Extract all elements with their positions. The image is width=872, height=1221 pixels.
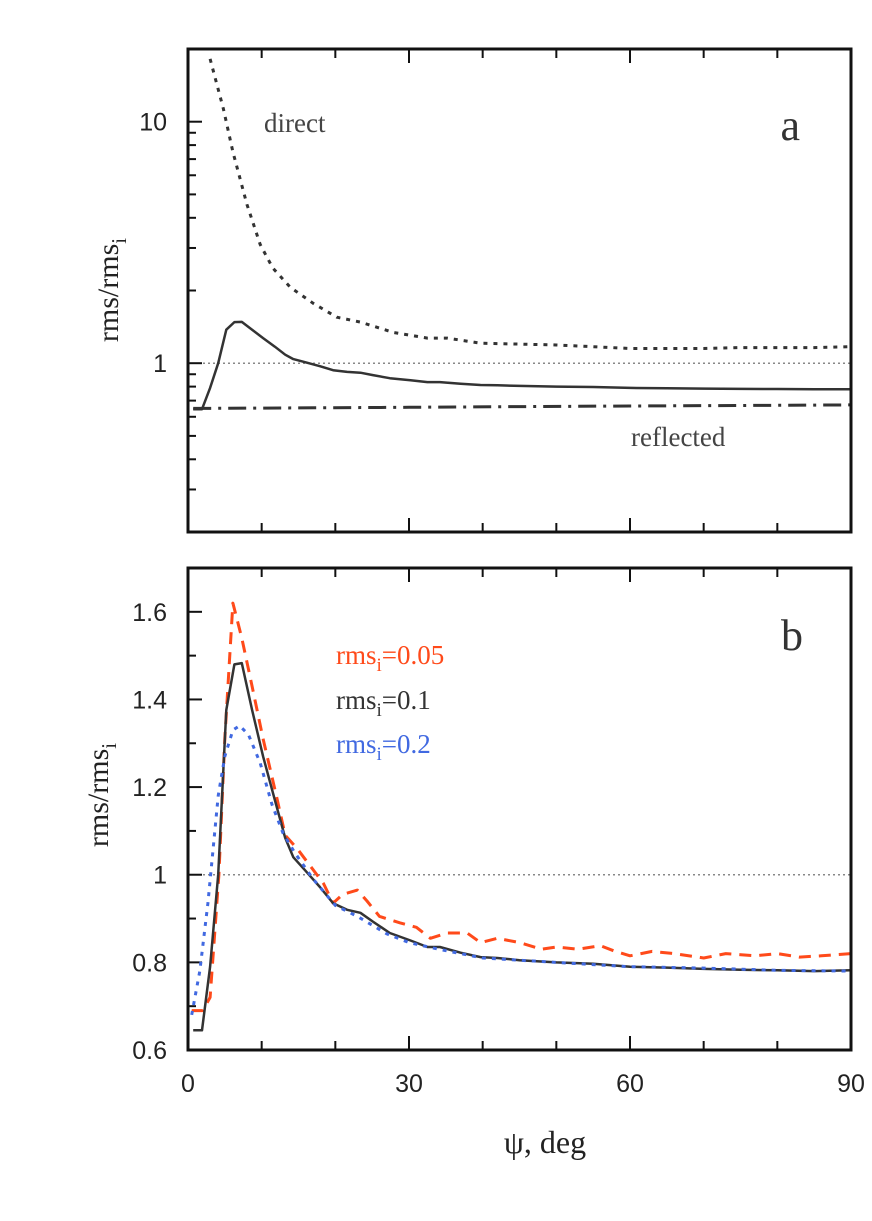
y-tick-label: 1	[153, 862, 167, 890]
panel-a-label: a	[780, 101, 800, 150]
x-tick-label: 0	[181, 1070, 195, 1098]
panel-b: 0.6 0.8 1 1.2 1.4 1.6 0 30 60 90 b rms/rmsi ψ, de…	[82, 566, 865, 1160]
y-tick-label: 0.6	[132, 1037, 167, 1065]
y-tick-label: 1.2	[132, 774, 167, 802]
legend-entry-0.1: rmsi=0.1	[336, 685, 431, 721]
y-tick-label: 1.4	[132, 686, 167, 714]
y-label-main: rms/rms	[92, 244, 125, 342]
reflected-annotation: reflected	[631, 422, 726, 452]
y-tick-label: 0.8	[132, 949, 167, 977]
panel-b-frame	[186, 566, 853, 1052]
legend-entry-0.2: rmsi=0.2	[336, 729, 431, 765]
y-tick-label: 1.6	[132, 599, 167, 627]
series-0.1-line	[193, 661, 852, 1032]
x-tick-label: 30	[395, 1070, 423, 1098]
y-label-subscript: i	[97, 743, 121, 749]
direct-annotation: direct	[264, 108, 326, 138]
total-line	[193, 320, 851, 411]
x-axis-label: ψ, deg	[504, 1124, 586, 1160]
panel-b-label: b	[781, 611, 803, 660]
y-tick-label: 10	[139, 109, 167, 137]
direct-line	[208, 58, 852, 350]
y-label-main: rms/rms	[82, 749, 115, 847]
series-0.2-line	[190, 724, 852, 1016]
y-tick-label: 1	[153, 350, 167, 378]
legend-entry-0.05: rmsi=0.05	[336, 640, 444, 676]
x-tick-label: 90	[837, 1070, 865, 1098]
panel-a-frame	[186, 47, 853, 534]
series-0.05-line	[191, 601, 852, 1013]
legend: rmsi=0.05 rmsi=0.1 rmsi=0.2	[336, 640, 444, 765]
x-tick-label: 60	[616, 1070, 644, 1098]
reflected-line	[193, 403, 852, 410]
panel-a-y-axis-label: rms/rmsi	[92, 238, 131, 342]
y-label-subscript: i	[107, 238, 131, 244]
panel-b-y-axis-label: rms/rmsi	[82, 743, 121, 847]
panel-a: 1 10 a direct reflected rms/rmsi	[92, 47, 853, 534]
